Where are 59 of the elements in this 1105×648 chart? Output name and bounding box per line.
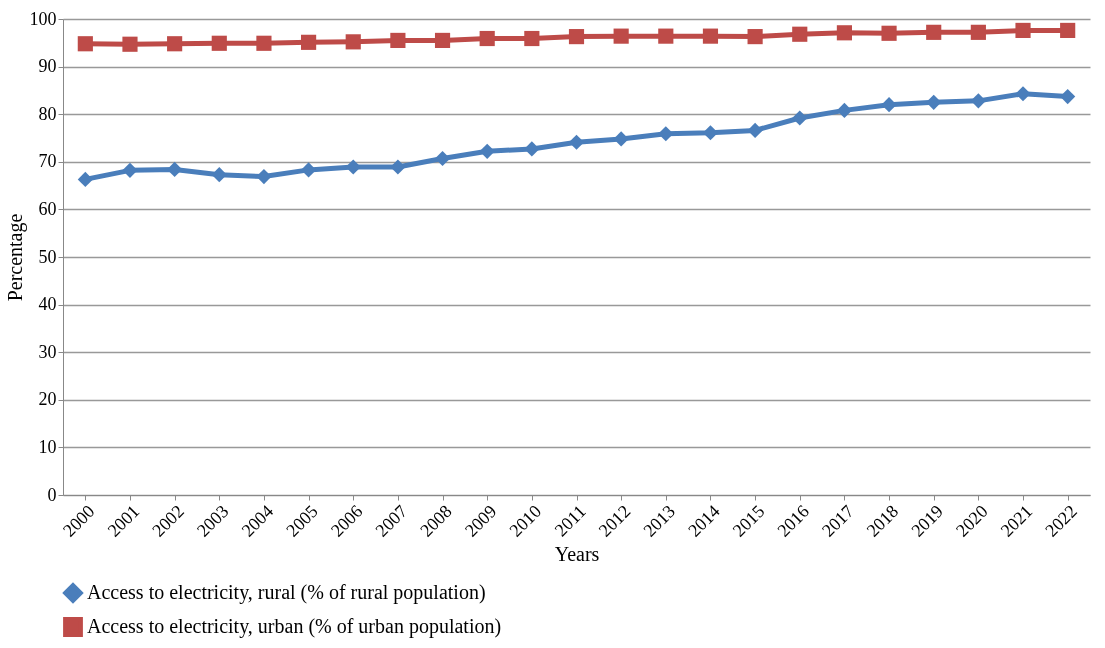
point — [881, 97, 897, 113]
point — [1015, 22, 1031, 39]
y-tick-label: 30 — [38, 341, 57, 362]
point — [613, 28, 629, 44]
point — [702, 28, 719, 44]
point — [881, 25, 897, 41]
point — [568, 29, 585, 45]
point — [926, 94, 942, 110]
y-tick-label: 60 — [38, 198, 57, 219]
point — [836, 102, 852, 118]
point — [1015, 86, 1031, 102]
point — [167, 36, 183, 52]
point — [77, 36, 93, 52]
point — [122, 162, 138, 178]
point — [1060, 22, 1076, 39]
point — [524, 30, 540, 47]
point — [77, 171, 93, 187]
point — [479, 30, 495, 47]
point — [301, 34, 317, 50]
y-tick-label: 70 — [38, 151, 57, 172]
point — [970, 93, 986, 109]
point — [167, 161, 183, 177]
y-tick-label: 50 — [38, 246, 57, 267]
point — [345, 159, 361, 175]
point — [836, 25, 852, 41]
point — [390, 159, 406, 175]
point — [256, 168, 272, 185]
point — [434, 32, 451, 48]
y-tick-label: 0 — [47, 484, 57, 505]
y-axis-title: Percentage — [3, 213, 27, 302]
x-tick-label: 2011 — [550, 501, 590, 541]
point — [524, 141, 540, 157]
y-tick-label: 90 — [38, 56, 57, 77]
point — [792, 26, 808, 42]
y-tick-label: 10 — [38, 436, 57, 457]
point — [211, 35, 227, 51]
point — [434, 150, 451, 167]
point — [747, 29, 763, 45]
point — [792, 110, 808, 126]
y-tick-label: 20 — [38, 389, 57, 410]
point — [390, 32, 406, 48]
x-axis-title: Years — [554, 542, 600, 565]
point — [256, 35, 272, 51]
point — [345, 34, 361, 50]
y-tick-label: 100 — [29, 8, 57, 29]
legend-label: Access to electricity, urban (% of urban population) — [87, 615, 502, 638]
point — [970, 24, 986, 40]
point — [658, 28, 674, 44]
point — [211, 167, 227, 183]
point — [122, 36, 138, 52]
point — [1060, 89, 1076, 105]
point — [568, 134, 585, 150]
y-tick-label: 80 — [38, 103, 57, 124]
point — [479, 143, 495, 159]
point — [926, 24, 942, 40]
legend-label: Access to electricity, rural (% of rural population) — [87, 581, 486, 604]
point — [747, 122, 763, 138]
y-tick-label: 40 — [38, 294, 57, 315]
point — [613, 131, 629, 147]
